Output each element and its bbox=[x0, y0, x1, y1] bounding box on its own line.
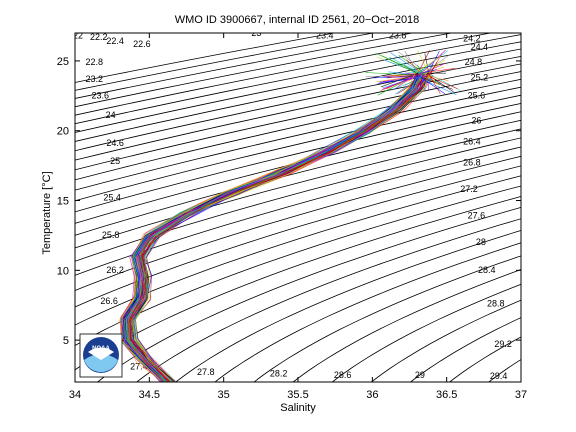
isopycnal-label: 25.2 bbox=[471, 72, 489, 82]
isopycnal-label: 25 bbox=[110, 156, 120, 166]
isopycnal-label: 28.8 bbox=[487, 299, 505, 309]
isopycnal-label: 25.4 bbox=[103, 193, 121, 203]
isopycnal-line bbox=[75, 55, 521, 152]
x-tick-label: 36 bbox=[366, 389, 378, 401]
profile-line bbox=[129, 65, 424, 382]
isopycnal-line bbox=[75, 71, 521, 171]
isopycnal-contours bbox=[75, 33, 521, 382]
isopycnal-line bbox=[75, 48, 521, 142]
x-axis: 34 34.5 35 35.5 36 36.5 37 bbox=[69, 33, 527, 401]
isopycnal-label: 27.2 bbox=[460, 184, 478, 194]
isopycnal-label: 26.4 bbox=[463, 137, 481, 147]
isopycnal-label: 23.2 bbox=[86, 74, 104, 84]
isopycnal-line bbox=[75, 119, 521, 236]
isopycnal-label: 24.4 bbox=[471, 42, 489, 52]
logo-bird bbox=[88, 347, 114, 360]
isopycnal-line bbox=[75, 146, 521, 276]
isopycnal-line bbox=[409, 317, 521, 382]
isopycnal-label: 25.8 bbox=[102, 230, 120, 240]
y-tick-label: 15 bbox=[57, 196, 69, 208]
y-tick-label: 20 bbox=[57, 126, 69, 138]
profile-line bbox=[122, 49, 446, 382]
isopycnal-line bbox=[292, 269, 521, 382]
y-axis-label: Temperature [°C] bbox=[41, 171, 53, 254]
isopycnal-label: 23.6 bbox=[92, 91, 110, 101]
isopycnal-label: 27.4 bbox=[130, 361, 148, 371]
isopycnal-line bbox=[75, 33, 376, 91]
isopycnal-line bbox=[253, 255, 521, 382]
isopycnal-line bbox=[75, 33, 454, 108]
profile-line bbox=[121, 74, 446, 382]
x-tick-label: 34.5 bbox=[139, 389, 160, 401]
x-tick-label: 35.5 bbox=[287, 389, 308, 401]
y-axis: 5 10 15 20 25 bbox=[57, 56, 521, 347]
isopycnal-label: 25.6 bbox=[468, 91, 486, 101]
isopycnal-label: 29.2 bbox=[494, 339, 512, 349]
x-axis-label: Salinity bbox=[280, 402, 316, 414]
isopycnal-line bbox=[75, 155, 521, 291]
isopycnal-label: 29 bbox=[415, 370, 425, 380]
profile-line bbox=[125, 56, 424, 382]
chart-title: WMO ID 3900667, internal ID 2561, 20−Oct… bbox=[175, 14, 420, 26]
isopycnal-label: 22.8 bbox=[86, 57, 104, 67]
isopycnal-line bbox=[75, 33, 415, 99]
isopycnal-line bbox=[75, 78, 521, 181]
isopycnal-labels: 22 22.222.4 22.6 22.8 23.2 23.6 24 24.6 25 25.4 25… bbox=[73, 28, 512, 381]
logo-wave bbox=[84, 354, 118, 373]
isopycnal-label: 28.2 bbox=[270, 368, 288, 378]
isopycnal-line bbox=[75, 33, 493, 116]
isopycnal-label: 22.4 bbox=[106, 36, 124, 46]
isopycnal-label: 24.8 bbox=[465, 57, 483, 67]
profile-line bbox=[120, 55, 442, 381]
isopycnal-label: 22.6 bbox=[133, 39, 151, 49]
isopycnal-label: 22.2 bbox=[90, 32, 108, 42]
isopycnal-line bbox=[370, 299, 521, 382]
isopycnal-label: 24.2 bbox=[463, 33, 481, 43]
isopycnal-line bbox=[175, 230, 521, 382]
isopycnal-label: 23.4 bbox=[316, 31, 334, 41]
isopycnal-label: 22 bbox=[73, 31, 83, 41]
y-tick-label: 10 bbox=[57, 265, 69, 277]
isopycnal-label: 27.8 bbox=[197, 367, 215, 377]
isopycnal-label: 28.6 bbox=[334, 370, 352, 380]
isopycnal-line bbox=[331, 283, 521, 382]
profile-line bbox=[122, 55, 420, 382]
isopycnal-label: 24 bbox=[106, 110, 116, 120]
isopycnal-label: 23.8 bbox=[389, 31, 407, 41]
y-tick-label: 5 bbox=[63, 335, 69, 347]
isopycnal-label: 27.6 bbox=[468, 211, 486, 221]
isopycnal-label: 26.8 bbox=[463, 158, 481, 168]
isopycnal-line bbox=[75, 103, 521, 213]
isopycnal-line bbox=[75, 41, 521, 133]
x-tick-label: 36.5 bbox=[436, 389, 457, 401]
isopycnal-line bbox=[75, 185, 521, 346]
noaa-logo: NOAA bbox=[79, 333, 123, 378]
isopycnal-label: 23 bbox=[251, 28, 261, 38]
isopycnal-label: 29.4 bbox=[490, 371, 508, 381]
x-tick-label: 37 bbox=[515, 389, 527, 401]
isopycnal-label: 26 bbox=[471, 116, 481, 126]
logo-text: NOAA bbox=[92, 346, 110, 352]
isopycnal-line bbox=[75, 34, 521, 125]
isopycnal-line bbox=[75, 165, 521, 308]
x-tick-label: 35 bbox=[218, 389, 230, 401]
isopycnal-line bbox=[75, 196, 521, 371]
isopycnal-line bbox=[136, 218, 521, 382]
profile-lines bbox=[119, 49, 461, 382]
isopycnal-line bbox=[214, 242, 521, 382]
isopycnal-line bbox=[75, 175, 521, 326]
x-tick-label: 34 bbox=[69, 389, 81, 401]
isopycnal-line bbox=[75, 111, 521, 224]
isopycnal-label: 24.6 bbox=[106, 138, 124, 148]
y-tick-label: 25 bbox=[57, 56, 69, 68]
isopycnal-label: 26.2 bbox=[106, 265, 124, 275]
isopycnal-label: 26.6 bbox=[100, 296, 118, 306]
isopycnal-line bbox=[75, 137, 521, 262]
isopycnal-label: 28 bbox=[476, 237, 486, 247]
isopycnal-label: 28.4 bbox=[478, 265, 496, 275]
